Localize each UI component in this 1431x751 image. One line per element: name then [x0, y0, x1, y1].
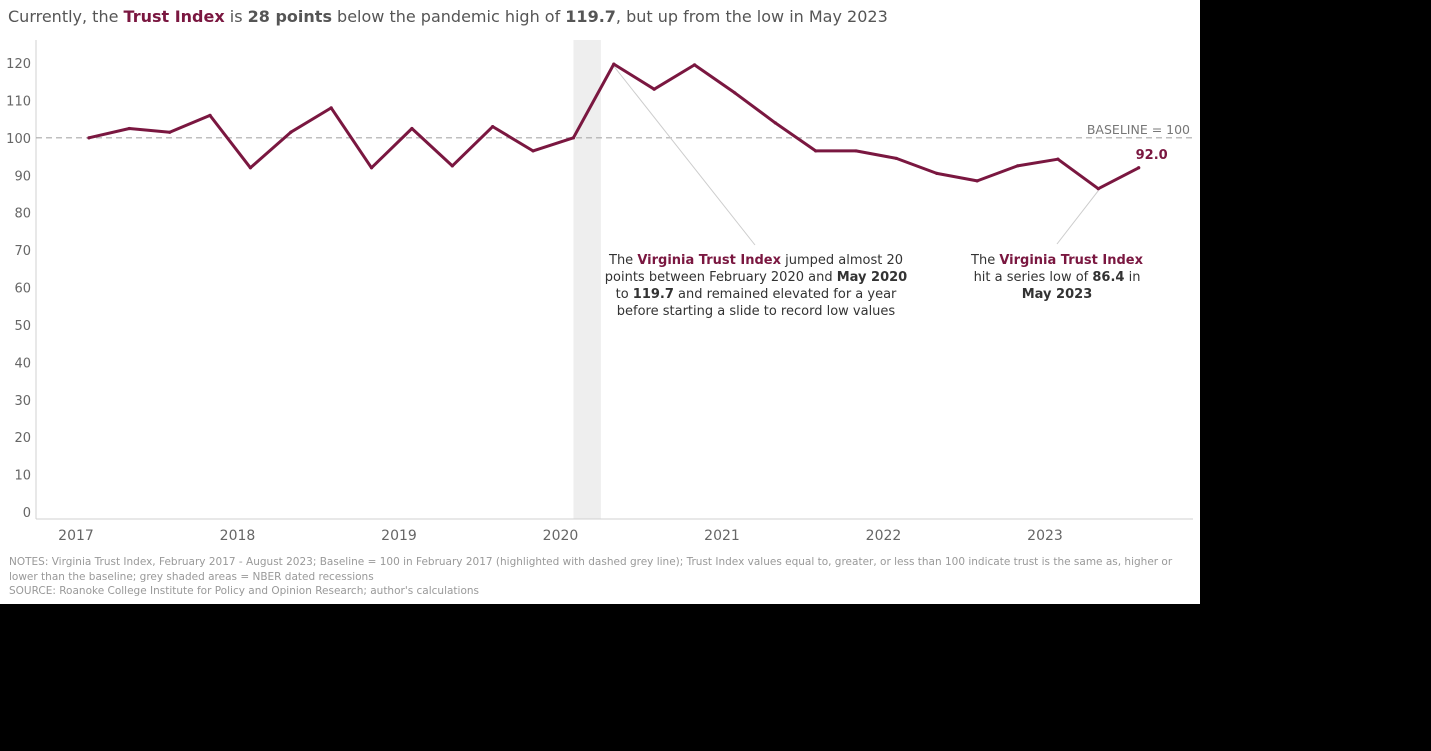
- end-value-label: 92.0: [1136, 148, 1168, 163]
- y-tick-label: 30: [14, 394, 31, 409]
- annotation-segment: 119.7: [633, 287, 674, 302]
- annotation-segment: hit a series low of: [974, 270, 1093, 285]
- data-point: [975, 179, 979, 183]
- x-tick-label: 2019: [381, 528, 417, 544]
- data-point: [1137, 166, 1141, 170]
- annotation-segment: jumped almost 20: [781, 253, 903, 268]
- data-point: [612, 62, 616, 66]
- x-tick-label: 2018: [220, 528, 256, 544]
- y-tick-label: 100: [6, 132, 31, 147]
- data-point: [450, 164, 454, 168]
- data-point: [491, 125, 495, 129]
- data-point: [87, 136, 91, 140]
- data-point: [531, 149, 535, 153]
- data-point: [733, 91, 737, 95]
- subtitle-high-value: 119.7: [565, 7, 616, 26]
- y-tick-label: 10: [14, 469, 31, 484]
- subtitle-text: below the pandemic high of: [331, 7, 566, 26]
- annotation-segment: in: [1124, 270, 1140, 285]
- data-point: [289, 130, 293, 134]
- x-tick-label: 2022: [866, 528, 902, 544]
- data-point: [248, 166, 253, 170]
- data-point: [369, 166, 374, 170]
- subtitle-text: , but up from the low in May 2023: [615, 7, 888, 26]
- annotation-segment: points between February 2020 and: [605, 270, 837, 285]
- annotation-text: The Virginia Trust Index hit a series low…: [970, 253, 1144, 302]
- annotation-leader-line: [613, 65, 756, 246]
- y-tick-label: 90: [14, 169, 31, 184]
- annotation-segment: 86.4: [1092, 270, 1124, 285]
- y-tick-label: 80: [14, 207, 31, 222]
- x-tick-label: 2020: [543, 528, 579, 544]
- notes-text: NOTES: Virginia Trust Index, February 20…: [9, 556, 1173, 583]
- subtitle-points: 28 points: [247, 7, 332, 26]
- data-point: [168, 130, 172, 134]
- data-point: [854, 149, 858, 153]
- y-tick-label: 60: [14, 282, 31, 297]
- trust-index-series-line: [87, 62, 1141, 191]
- annotation-text: The Virginia Trust Index jumped almost 2…: [605, 253, 907, 319]
- y-tick-label: 40: [14, 356, 31, 371]
- chart-panel: Currently, the Trust Index is 28 points …: [0, 0, 1200, 604]
- y-tick-label: 50: [14, 319, 31, 334]
- annotation-segment: The: [608, 253, 637, 268]
- data-point: [935, 171, 939, 175]
- chart-subtitle: Currently, the Trust Index is 28 points …: [8, 7, 888, 26]
- source-text: SOURCE: Roanoke College Institute for Po…: [9, 585, 480, 597]
- data-point: [127, 126, 131, 131]
- annotation-segment: Virginia Trust Index: [999, 253, 1143, 268]
- x-tick-label: 2021: [704, 528, 740, 544]
- y-tick-label: 70: [14, 244, 31, 259]
- y-tick-label: 120: [6, 57, 31, 72]
- data-point: [410, 126, 414, 131]
- data-point: [692, 63, 697, 67]
- annotation-segment: before starting a slide to record low va…: [617, 304, 896, 319]
- subtitle-text: is: [224, 7, 248, 26]
- data-point: [1015, 164, 1020, 168]
- annotation-segment: Virginia Trust Index: [637, 253, 781, 268]
- annotation-leader-line: [1056, 190, 1099, 245]
- data-point: [814, 149, 818, 153]
- annotation-segment: to: [616, 287, 633, 302]
- x-tick-label: 2017: [58, 528, 94, 544]
- subtitle-trust-index: Trust Index: [123, 7, 225, 26]
- y-tick-label: 110: [6, 94, 31, 109]
- y-tick-label: 0: [23, 506, 31, 521]
- data-point: [1096, 187, 1100, 191]
- data-point: [652, 87, 656, 91]
- annotation-segment: May 2023: [1022, 287, 1093, 302]
- baseline-label: BASELINE = 100: [1087, 122, 1190, 137]
- x-tick-label: 2023: [1027, 528, 1063, 544]
- chart-notes: NOTES: Virginia Trust Index, February 20…: [9, 555, 1189, 599]
- data-point: [208, 113, 212, 117]
- y-tick-label: 20: [14, 431, 31, 446]
- annotation-segment: and remained elevated for a year: [674, 287, 897, 302]
- data-point: [1056, 157, 1060, 161]
- recession-shading: [573, 40, 601, 519]
- annotation-segment: May 2020: [837, 270, 908, 285]
- data-point: [773, 121, 777, 125]
- data-point: [894, 156, 899, 161]
- subtitle-text: Currently, the: [8, 7, 124, 26]
- line-chart: 0 10 20 30 40 50 60 70 80 90 100 110 120 2017 2018 2019…: [6, 40, 1193, 544]
- data-point: [329, 106, 333, 110]
- annotation-segment: The: [970, 253, 999, 268]
- data-point: [571, 136, 576, 140]
